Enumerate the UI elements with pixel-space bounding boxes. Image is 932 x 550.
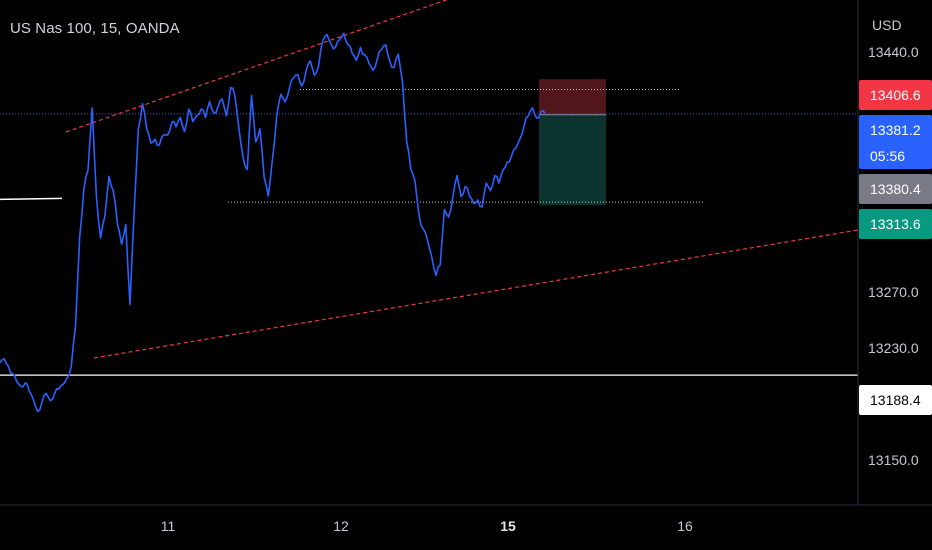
price-tick-label: 13270.0 [868,284,919,300]
price-series [0,32,546,413]
channel-upper-line [65,0,449,133]
currency-label: USD [872,17,902,33]
target-zone [539,114,606,206]
time-tick-label: 15 [500,518,516,534]
symbol-title[interactable]: US Nas 100, 15, OANDA [10,20,180,37]
position-zones [539,79,606,206]
target-badge-text: 13313.6 [870,216,921,232]
price-tick-label: 13440.0 [868,44,919,60]
last-price-badge-text: 05:56 [870,148,905,164]
last-price-badge-bg [859,115,932,169]
price-badges: 13406.6 13381.2 05:56 13380.4 13313.6 13188.4 [859,80,932,415]
level-badge-text: 13188.4 [870,392,921,408]
time-scale: 11 12 15 16 [0,504,932,534]
level-badge-bg [859,385,932,415]
entry-badge-bg [859,174,932,204]
stop-zone [539,79,606,115]
entry-badge-text: 13380.4 [870,181,921,197]
left-level-segment [0,197,63,201]
stop-badge-bg [859,80,932,110]
time-tick-label: 16 [677,518,693,534]
last-price-badge-text: 13381.2 [870,122,921,138]
time-tick-label: 11 [161,518,176,534]
price-tick-label: 13150.0 [868,452,919,468]
price-line [0,32,546,413]
target-badge-bg [859,209,932,239]
channel-lower-line [93,229,859,359]
trend-channel [65,0,859,359]
time-tick-label: 12 [333,518,349,534]
stop-badge-text: 13406.6 [870,87,921,103]
level-lines [0,89,858,376]
price-tick-label: 13230.0 [868,340,919,356]
